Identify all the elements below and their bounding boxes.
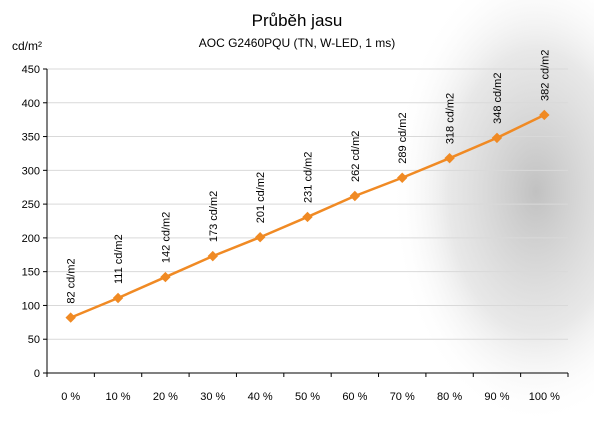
- y-axis-unit-label: cd/m²: [12, 39, 42, 53]
- data-point-marker: [254, 232, 266, 243]
- y-tick-label: 300: [22, 165, 40, 177]
- y-tick-label: 100: [22, 300, 40, 312]
- data-point-marker: [65, 312, 76, 323]
- data-point-marker: [112, 292, 124, 304]
- data-label: 318 cd/m2: [445, 93, 457, 144]
- data-label: 201 cd/m2: [255, 172, 267, 223]
- x-tick-label: 90 %: [484, 391, 509, 403]
- y-tick-label: 0: [34, 368, 40, 380]
- chart-subtitle: AOC G2460PQU (TN, W-LED, 1 ms): [199, 36, 395, 50]
- x-tick-label: 70 %: [390, 391, 415, 403]
- x-tick-label: 0 %: [61, 391, 80, 403]
- y-tick-label: 150: [22, 267, 40, 279]
- data-label: 348 cd/m2: [492, 73, 504, 124]
- data-label: 82 cd/m2: [66, 258, 78, 303]
- x-tick-label: 80 %: [437, 391, 462, 403]
- y-tick-labels: 0 50 100 150 200 250 300 350 400 450: [22, 64, 40, 380]
- y-tick-label: 350: [22, 132, 40, 144]
- data-labels: 82 cd/m2 111 cd/m2 142 cd/m2 173 cd/m2 201 c…: [66, 50, 552, 304]
- data-label: 231 cd/m2: [303, 152, 315, 203]
- data-point-marker: [207, 250, 218, 262]
- chart-title: Průběh jasu: [252, 11, 343, 30]
- data-label: 289 cd/m2: [397, 112, 409, 163]
- data-point-marker: [160, 271, 171, 283]
- data-label: 111 cd/m2: [113, 234, 125, 284]
- x-tick-label: 10 %: [106, 391, 131, 403]
- y-tick-label: 450: [22, 64, 40, 76]
- data-point-marker: [539, 109, 550, 121]
- data-label: 142 cd/m2: [160, 212, 172, 263]
- x-tick-label: 100 %: [529, 391, 560, 403]
- axes: [43, 68, 569, 377]
- y-tick-label: 200: [22, 233, 40, 245]
- data-point-marker: [349, 190, 361, 202]
- x-tick-label: 40 %: [248, 391, 273, 403]
- x-tick-label: 60 %: [342, 391, 367, 403]
- data-label: 173 cd/m2: [208, 191, 220, 242]
- data-point-marker: [491, 132, 503, 144]
- data-label: 382 cd/m2: [539, 50, 551, 101]
- x-tick-label: 50 %: [295, 391, 320, 403]
- data-point-marker: [444, 152, 455, 164]
- y-tick-label: 250: [22, 199, 40, 211]
- x-tick-label: 20 %: [153, 391, 178, 403]
- y-tick-label: 50: [28, 334, 40, 346]
- y-tick-label: 400: [22, 98, 40, 110]
- x-tick-label: 30 %: [200, 391, 225, 403]
- data-point-marker: [397, 172, 408, 183]
- data-label: 262 cd/m2: [350, 131, 362, 182]
- background-photo-shade: [330, 0, 594, 426]
- data-point-marker: [302, 211, 313, 223]
- gridlines: [47, 68, 568, 340]
- x-tick-labels: 0 % 10 % 20 % 30 % 40 % 50 % 60 % 70 % 80 % 90 % 1…: [61, 391, 560, 403]
- series-markers: [65, 109, 550, 323]
